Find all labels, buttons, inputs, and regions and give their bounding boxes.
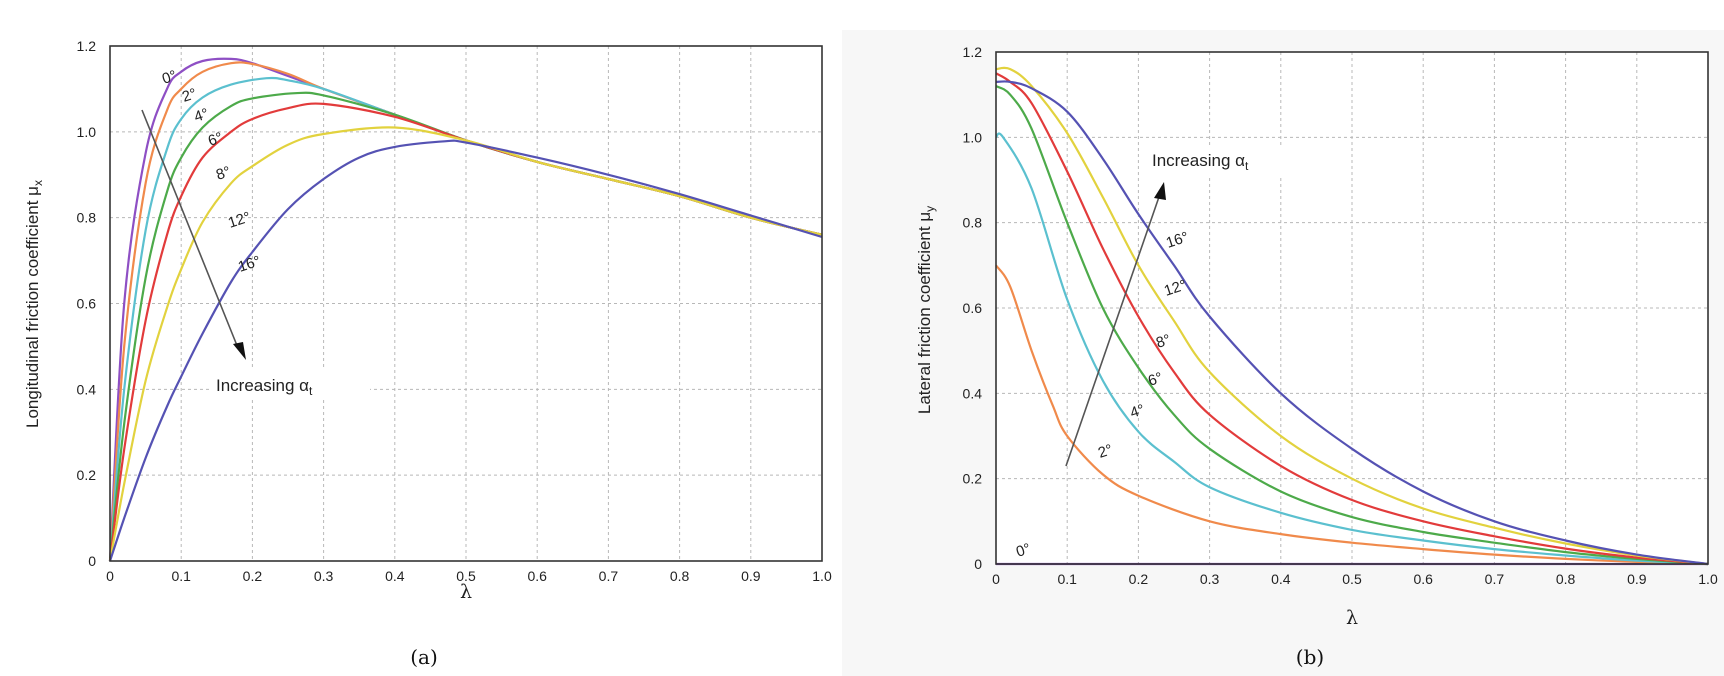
panel-b-y-tick-2: 0.4: [963, 385, 983, 401]
panel-a-y-tick-labels: 0 0.2 0.4 0.6 0.8 1.0 1.2: [77, 38, 97, 569]
panel-b-annotation-box: [1150, 146, 1304, 176]
panel-b-series-2-line: [994, 132, 1709, 566]
panel-b-x-tick-9: 0.9: [1627, 571, 1647, 587]
panel-b-series-1-line: [995, 264, 1709, 566]
panel-b-series-5-line: [995, 66, 1709, 566]
panel-a-y-axis-title: Longitudinal friction coefficient μx: [23, 180, 45, 428]
panel-b-annotation: Increasing αt: [1152, 151, 1249, 173]
panel-b-x-tick-1: 0.1: [1057, 571, 1077, 587]
panel-a-x-tick-9: 0.9: [741, 568, 761, 584]
panel-a-y-tick-3: 0.6: [77, 296, 97, 312]
panel-a-annotation-subscript: t: [309, 384, 313, 398]
panel-b-caption: (b): [1296, 645, 1324, 669]
panel-b-curve-label-0: 0°: [1014, 540, 1033, 561]
panel-a-curve-label-12: 12°: [226, 209, 253, 232]
panel-b-curve-label-16: 16°: [1164, 229, 1191, 252]
panel-b-series-4-line: [995, 72, 1709, 566]
panel-a-y-tick-0: 0: [88, 553, 96, 569]
panel-a-y-tick-2: 0.4: [77, 381, 97, 397]
panel-a-curve-label-0: 0°: [160, 67, 179, 88]
panel-b-y-tick-6: 1.2: [963, 44, 983, 60]
panel-b-annotation-subscript: t: [1245, 159, 1249, 173]
panel-a-curve-label-6: 6°: [206, 129, 225, 150]
panel-b-x-tick-10: 1.0: [1698, 571, 1718, 587]
panel-a-y-axis-title-subscript: x: [31, 180, 45, 186]
panel-a-grid: [110, 46, 822, 561]
panel-b-x-tick-2: 0.2: [1129, 571, 1149, 587]
panel-b-y-axis-title-text: Lateral friction coefficient μ: [915, 212, 934, 414]
panel-b-curve-labels: 0° 2° 4° 6° 8° 12° 16°: [1014, 229, 1191, 561]
panel-b-arrow-head-icon: [1154, 182, 1166, 200]
panel-a-curve-label-16: 16°: [236, 253, 263, 276]
panel-a-y-tick-4: 0.8: [77, 210, 97, 226]
panel-a-x-tick-8: 0.8: [670, 568, 690, 584]
panel-b-x-tick-labels: 0 0.1 0.2 0.3 0.4 0.5 0.6 0.7 0.8 0.9 1.0: [992, 571, 1718, 587]
panel-b-curve-label-8: 8°: [1154, 331, 1173, 352]
panel-b-x-tick-6: 0.6: [1413, 571, 1433, 587]
panel-a-x-tick-6: 0.6: [527, 568, 547, 584]
panel-a-x-tick-0: 0: [106, 568, 114, 584]
panel-a-annotation-text: Increasing α: [216, 376, 309, 395]
panel-a-arrow-head-icon: [233, 342, 246, 360]
panel-a-x-tick-7: 0.7: [599, 568, 619, 584]
panel-a-curves: [108, 57, 823, 562]
panel-b-x-axis-title: λ: [1346, 607, 1358, 629]
panel-b-x-tick-3: 0.3: [1200, 571, 1220, 587]
panel-b-curve-label-2: 2°: [1096, 441, 1115, 462]
panel-b-series-6-line: [995, 80, 1709, 566]
panel-a-y-tick-1: 0.2: [77, 467, 97, 483]
panel-a-x-tick-3: 0.3: [314, 568, 334, 584]
panel-a-increasing-arrow-line: [141, 109, 239, 349]
panel-b-y-tick-4: 0.8: [963, 215, 983, 231]
panel-a-y-tick-5: 1.0: [77, 124, 97, 140]
panel-a-x-tick-5: 0.5: [456, 568, 476, 584]
panel-b-annotation-text: Increasing α: [1152, 151, 1245, 170]
panel-a: 0 0.1 0.2 0.3 0.4 0.5 0.6 0.7 0.8 0.9 1.0 00.20.40…: [0, 0, 860, 676]
panel-a-curve-label-8: 8°: [214, 163, 233, 184]
panel-a-series-5-line: [108, 126, 823, 562]
panel-a-x-tick-4: 0.4: [385, 568, 405, 584]
panel-a-x-tick-2: 0.2: [243, 568, 263, 584]
panel-a-x-tick-10: 1.0: [812, 568, 832, 584]
panel-b: 0 0.1 0.2 0.3 0.4 0.5 0.6 0.7 0.8 0.9 1.0 00.20.40…: [842, 30, 1724, 676]
panel-b-y-tick-1: 0.2: [963, 471, 983, 487]
panel-b-series-3-line: [995, 85, 1709, 566]
panel-b-increasing-arrow-line: [1065, 193, 1161, 467]
panel-a-curve-labels: 0° 2° 4° 6° 8° 12° 16°: [160, 67, 263, 276]
panel-a-x-axis-title: λ: [460, 581, 472, 603]
panel-b-y-axis-title-subscript: y: [923, 206, 937, 212]
panel-b-x-tick-7: 0.7: [1485, 571, 1505, 587]
panel-b-x-tick-5: 0.5: [1342, 571, 1362, 587]
panel-b-y-tick-labels: 0 0.2 0.4 0.6 0.8 1.0 1.2: [963, 44, 983, 572]
panel-b-y-axis-title: Lateral friction coefficient μy: [915, 206, 937, 414]
panel-b-curve-label-6: 6°: [1146, 369, 1165, 390]
panel-b-y-tick-0: 0: [974, 556, 982, 572]
panel-b-x-tick-4: 0.4: [1271, 571, 1291, 587]
panel-a-annotation-box: [210, 370, 370, 400]
panel-a-plot-frame: [109, 45, 823, 562]
panel-b-y-tick-3: 0.6: [963, 300, 983, 316]
panel-b-curve-label-12: 12°: [1162, 277, 1189, 300]
panel-a-y-tick-6: 1.2: [77, 38, 97, 54]
panel-b-x-tick-0: 0: [992, 571, 1000, 587]
panel-a-curve-label-2: 2°: [180, 85, 199, 106]
panel-a-y-axis-title-text: Longitudinal friction coefficient μ: [23, 186, 42, 428]
panel-a-annotation: Increasing αt: [216, 376, 313, 398]
panel-a-caption: (a): [410, 645, 438, 669]
panel-a-curve-label-4: 4°: [192, 105, 211, 126]
panel-b-curve-label-4: 4°: [1128, 401, 1147, 422]
panel-a-x-tick-labels: 0 0.1 0.2 0.3 0.4 0.5 0.6 0.7 0.8 0.9 1.0: [106, 568, 832, 584]
panel-b-y-tick-5: 1.0: [963, 129, 983, 145]
panel-a-series-6-line: [108, 139, 823, 562]
panel-b-x-tick-8: 0.8: [1556, 571, 1576, 587]
panel-a-x-tick-1: 0.1: [171, 568, 191, 584]
panel-b-plot-frame: [995, 51, 1709, 565]
